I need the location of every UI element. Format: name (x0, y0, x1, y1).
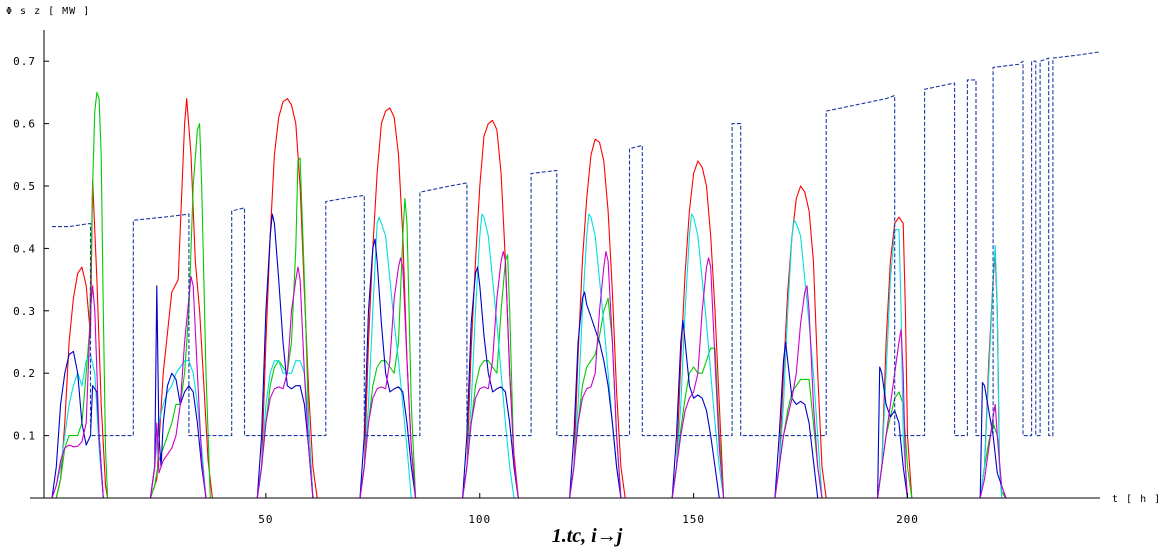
series-line-2 (52, 91, 1100, 499)
y-tick-label: 0.7 (13, 55, 36, 68)
chart-title: 1.tc, i→j (552, 525, 623, 547)
series-line-6 (52, 51, 1101, 437)
x-tick-label: 150 (682, 513, 705, 526)
y-tick-label: 0.2 (13, 367, 36, 380)
x-axis-title: t [ h ] (1112, 494, 1161, 505)
series-line-5 (51, 250, 1100, 499)
series-layer (51, 51, 1101, 499)
ticks: 0.1 0.2 0.3 0.4 0.5 0.6 0.7 50 100 150 200 (13, 55, 919, 526)
y-tick-label: 0.6 (13, 118, 36, 131)
y-axis-title: Φ s z [ MW ] (6, 6, 90, 17)
y-tick-label: 0.5 (13, 180, 36, 193)
x-tick-label: 200 (896, 513, 919, 526)
series-line-1 (52, 98, 1100, 499)
x-tick-label: 50 (258, 513, 273, 526)
series-line-4 (51, 213, 1100, 499)
y-tick-label: 0.4 (13, 242, 36, 255)
y-tick-label: 0.3 (13, 305, 36, 318)
series-line-3 (51, 213, 1100, 499)
x-tick-label: 100 (468, 513, 491, 526)
y-tick-label: 0.1 (13, 430, 36, 443)
axes (30, 30, 1100, 499)
